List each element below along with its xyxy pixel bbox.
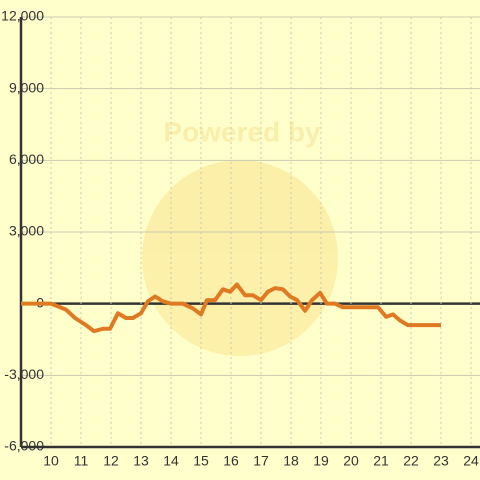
y-tick-label: -3,000	[4, 366, 44, 382]
x-tick-label: 11	[74, 453, 89, 469]
y-tick-label: 12,000	[1, 8, 44, 24]
x-tick-label: 20	[343, 453, 359, 469]
x-tick-label: 18	[283, 453, 299, 469]
x-tick-label: 13	[133, 453, 149, 469]
x-tick-label: 22	[403, 453, 419, 469]
x-tick-label: 24	[463, 453, 479, 469]
x-tick-label: 23	[433, 453, 449, 469]
x-tick-label: 21	[373, 453, 389, 469]
y-tick-label: 9,000	[9, 79, 44, 95]
x-tick-label: 10	[43, 453, 59, 469]
x-tick-label: 19	[313, 453, 329, 469]
line-series	[21, 282, 441, 334]
x-tick-label: 15	[193, 453, 209, 469]
y-tick-label: -6,000	[4, 438, 44, 454]
y-tick-label: 3,000	[9, 223, 44, 239]
x-tick-label: 17	[253, 453, 269, 469]
watermark-text: Powered by	[163, 116, 321, 147]
x-tick-label: 14	[163, 453, 179, 469]
x-tick-label: 16	[223, 453, 239, 469]
x-tick-label: 12	[103, 453, 119, 469]
y-tick-label: 6,000	[9, 151, 44, 167]
